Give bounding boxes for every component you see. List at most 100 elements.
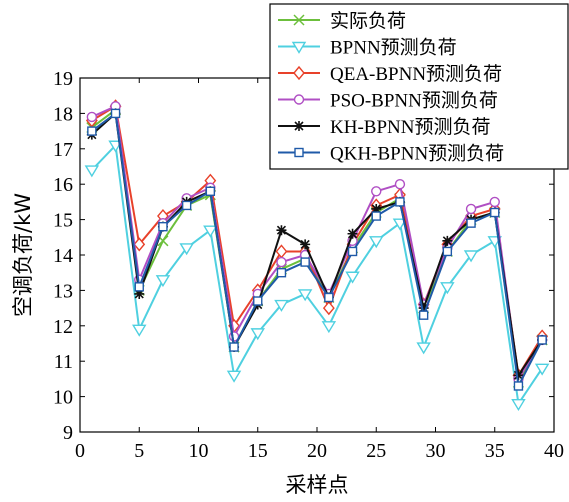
data-point	[86, 111, 98, 123]
y-tick-label: 14	[53, 245, 73, 267]
legend-label: 实际负荷	[330, 10, 406, 32]
data-point	[229, 342, 239, 352]
x-tick-label: 25	[366, 440, 386, 462]
legend-item: 实际负荷	[278, 10, 406, 32]
data-point	[253, 296, 263, 306]
legend-label: KH-BPNN预测负荷	[330, 116, 490, 138]
data-point	[181, 200, 192, 211]
x-tick-label: 20	[307, 440, 327, 462]
legend-marker	[291, 41, 307, 54]
data-point	[158, 221, 168, 232]
x-tick-label: 0	[75, 440, 85, 462]
data-point	[203, 225, 218, 238]
data-point	[440, 282, 455, 295]
data-point	[394, 178, 406, 190]
legend-marker	[293, 14, 305, 26]
legend-item: QEA-BPNN预测负荷	[278, 63, 502, 85]
data-point	[345, 271, 360, 284]
y-axis-ticks: 9 10 11 12 13 14 15 16 17 18 19	[53, 68, 554, 444]
x-tick-label: 40	[544, 440, 564, 462]
x-tick-label: 35	[485, 440, 505, 462]
data-point	[87, 126, 97, 136]
data-point	[511, 398, 526, 412]
data-point	[134, 282, 144, 292]
data-point	[132, 324, 147, 337]
legend-label: PSO-BPNN预测负荷	[330, 90, 498, 112]
y-tick-label: 9	[63, 422, 73, 444]
x-tick-label: 30	[426, 440, 446, 462]
legend-item: PSO-BPNN预测负荷	[278, 90, 498, 112]
data-point	[347, 228, 358, 239]
series-layer	[84, 99, 550, 412]
legend-marker	[294, 147, 304, 158]
series-line	[91, 144, 543, 405]
x-tick-label: 5	[134, 440, 144, 462]
data-point	[155, 275, 171, 288]
y-axis-title: 空调负荷/kW	[11, 193, 35, 317]
data-point	[179, 243, 194, 256]
data-point	[134, 288, 145, 299]
data-point	[133, 237, 146, 252]
data-point	[463, 250, 479, 263]
data-point	[416, 342, 431, 355]
data-point	[347, 246, 358, 257]
y-tick-label: 15	[53, 210, 73, 232]
data-point	[297, 289, 313, 302]
data-point	[205, 186, 216, 196]
data-point	[321, 321, 337, 334]
y-tick-label: 18	[53, 103, 73, 125]
data-point	[276, 256, 287, 268]
data-point	[392, 218, 408, 231]
data-point	[324, 292, 334, 303]
legend-label: BPNN预测负荷	[330, 37, 457, 59]
data-point	[110, 108, 121, 119]
data-point	[466, 218, 476, 228]
data-point	[537, 335, 547, 345]
y-tick-label: 12	[53, 316, 73, 338]
x-axis-title: 采样点	[286, 473, 349, 497]
data-point	[322, 301, 335, 316]
data-point	[442, 246, 453, 257]
data-point	[371, 211, 381, 221]
y-tick-label: 19	[53, 68, 73, 90]
legend: 实际负荷 BPNN预测负荷 QEA-BPNN预测负荷 PSO-BPNN预测负荷 KH-B…	[269, 3, 569, 170]
data-point	[513, 381, 524, 391]
data-point	[442, 235, 453, 246]
data-point	[274, 299, 289, 312]
data-point	[465, 203, 477, 215]
data-point	[369, 236, 384, 249]
y-tick-label: 13	[53, 280, 73, 302]
legend-item: BPNN预测负荷	[278, 37, 457, 59]
legend-item: QKH-BPNN预测负荷	[278, 143, 504, 165]
data-point	[371, 203, 382, 214]
data-point	[371, 186, 382, 197]
series-2	[84, 140, 550, 412]
series-line	[91, 105, 544, 380]
legend-item: KH-BPNN预测负荷	[278, 116, 490, 138]
data-point	[534, 363, 550, 376]
data-point	[395, 197, 405, 207]
x-tick-label: 10	[189, 440, 209, 462]
data-point	[276, 268, 287, 278]
legend-marker	[294, 121, 304, 131]
data-point	[418, 303, 429, 314]
y-tick-label: 16	[53, 174, 73, 196]
legend-marker	[293, 94, 305, 105]
data-point	[300, 257, 310, 267]
data-point	[490, 207, 500, 218]
y-tick-label: 17	[53, 139, 73, 161]
data-point	[418, 310, 429, 320]
data-point	[84, 165, 100, 178]
legend-label: QEA-BPNN预测负荷	[330, 63, 502, 85]
legend-label: QKH-BPNN预测负荷	[330, 143, 504, 165]
y-tick-label: 10	[53, 387, 73, 409]
data-point	[276, 225, 287, 236]
series-6	[87, 108, 547, 391]
data-point	[250, 328, 265, 341]
data-point	[489, 196, 500, 208]
x-tick-label: 15	[248, 440, 268, 462]
data-point	[513, 370, 524, 381]
y-tick-label: 11	[54, 351, 73, 373]
legend-box	[269, 3, 569, 170]
